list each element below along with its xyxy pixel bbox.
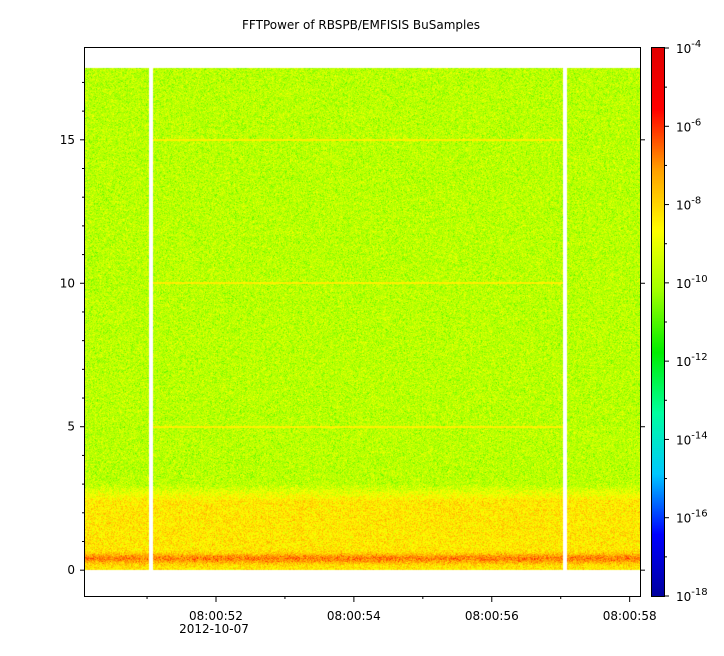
x-date-label: 2012-10-07 [179,622,249,636]
colorbar-tick-label: 10-14 [676,430,708,447]
colorbar [652,48,664,596]
y-tick-label: 10 [60,276,75,290]
plot-border [84,47,641,597]
colorbar-tick-label: 10-18 [676,587,708,604]
colorbar-border [651,47,665,597]
y-tick-label: 5 [67,420,75,434]
x-tick-label: 08:00:54 [327,609,381,623]
chart-title: FFTPower of RBSPB/EMFISIS BuSamples [242,18,480,32]
y-axis: 0 5 10 15 [60,81,645,577]
x-tick-label: 08:00:58 [603,609,657,623]
x-tick-label: 08:00:52 [189,609,243,623]
colorbar-tick-label: 10-12 [676,352,708,369]
x-axis: 08:00:52 08:00:54 08:00:56 08:00:58 [146,596,657,623]
colorbar-tick-label: 10-16 [676,509,708,526]
y-tick-label: 15 [60,133,75,147]
colorbar-tick-label: 10-4 [676,39,701,56]
x-tick-label: 08:00:56 [465,609,519,623]
colorbar-tick-label: 10-8 [676,196,701,213]
colorbar-tick-label: 10-10 [676,274,708,291]
y-tick-label: 0 [67,563,75,577]
colorbar-tick-label: 10-6 [676,117,701,134]
colorbar-axis: 10-4 10-6 10-8 10-10 10-12 10-14 10-16 10-18 [664,39,708,604]
spectrogram-plot [85,48,640,596]
